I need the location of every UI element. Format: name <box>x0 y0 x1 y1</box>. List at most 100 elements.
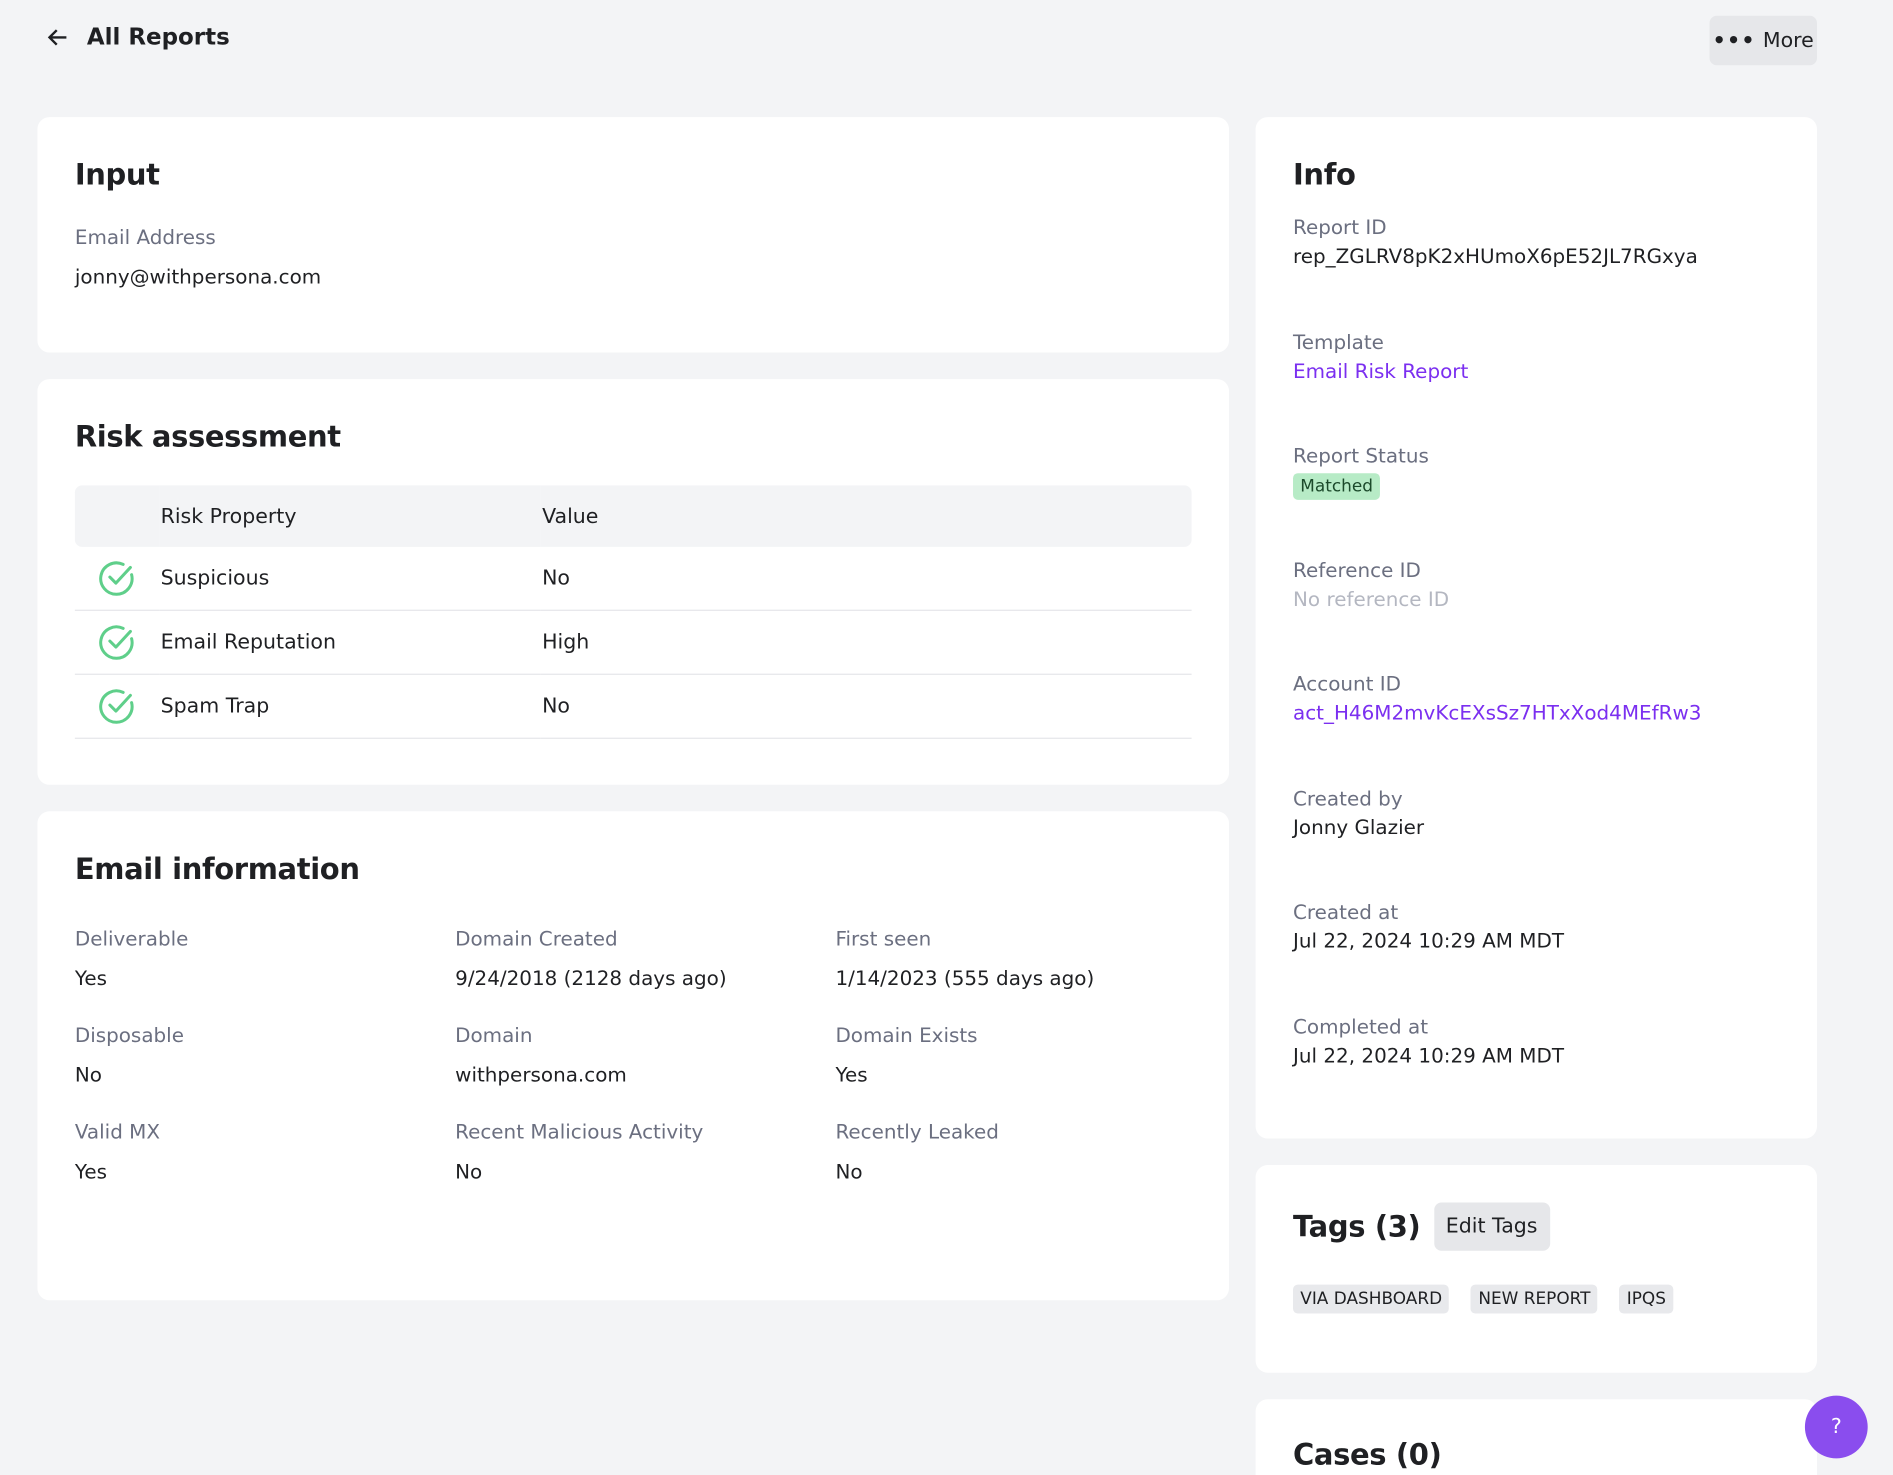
field-value-text: Matched <box>1293 473 1381 500</box>
risk-cell: No <box>540 674 1192 739</box>
table-header: Risk Property Value <box>74 485 1192 547</box>
field-value: 9/24/2018 (2128 days ago) <box>455 967 727 990</box>
check-mark <box>108 565 132 585</box>
field-label: Deliverable <box>74 927 189 951</box>
field-label: Valid MX <box>74 1120 161 1144</box>
field-grid: Deliverable Yes Domain Created 9/24/2018 (2… <box>75 927 1192 1183</box>
status-cell <box>74 546 160 611</box>
more-label: More <box>1762 28 1814 53</box>
field-value: No <box>74 1063 102 1087</box>
field-value: withpersona.com <box>455 1063 627 1087</box>
cases-card: Cases (0) <box>1255 1399 1817 1475</box>
back-link[interactable]: All Reports <box>46 24 230 51</box>
more-button[interactable]: ••• More <box>1709 15 1817 66</box>
field-label: Domain <box>455 1023 533 1047</box>
risk-cell: No <box>540 546 1192 611</box>
field-label: Reference ID <box>1293 558 1421 582</box>
field-value-text: Jul 22, 2024 10:29 AM MDT <box>1293 929 1565 953</box>
check-mark <box>108 693 132 713</box>
back-label: All Reports <box>86 24 230 51</box>
check-icon <box>99 561 134 596</box>
risk-cell: Spam Trap <box>159 674 541 739</box>
field-label: Template <box>1293 330 1384 354</box>
card-title: Tags (3) <box>1293 1209 1421 1244</box>
card-title: Cases (0) <box>1293 1437 1442 1472</box>
field-value: Jonny Glazier <box>1293 816 1780 839</box>
field-value: No reference ID <box>1293 587 1780 610</box>
info-field: Disposable No <box>75 1024 455 1087</box>
info-field: Domain withpersona.com <box>455 1024 835 1087</box>
tags-card: Tags (3) Edit Tags VIA DASHBOARD NEW REPO… <box>1255 1165 1817 1373</box>
field-label: Email Address <box>74 225 216 249</box>
field-value: Matched <box>1293 473 1780 500</box>
more-dots: ••• <box>1712 28 1756 53</box>
field-label: Report Status <box>1293 444 1429 468</box>
field-label: Recently Leaked <box>835 1120 999 1144</box>
edit-tags-button[interactable]: Edit Tags <box>1433 1202 1550 1251</box>
info-field: Domain Created 9/24/2018 (2128 days ago) <box>455 927 835 990</box>
field-value: No <box>455 1160 483 1184</box>
check-circle <box>99 689 134 724</box>
card-title: Input <box>74 158 160 192</box>
field-value-text: act_H46M2mvKcEXsSz7HTxXod4MEfRw3 <box>1293 701 1702 725</box>
field-value: Yes <box>74 1160 108 1184</box>
field-label: Domain Exists <box>835 1023 978 1047</box>
card-title: Risk assessment <box>74 420 341 454</box>
info-field: Report Status Matched <box>1293 444 1780 558</box>
field-value: rep_ZGLRV8pK2xHUmoX6pE52JL7RGxya <box>1293 245 1780 268</box>
field-label: Created at <box>1293 900 1399 924</box>
risk-row: Suspicious No <box>74 546 1192 611</box>
risk-cell: Suspicious <box>159 546 541 611</box>
field-value: No <box>835 1160 863 1184</box>
field-value: Email Risk Report <box>1293 359 1780 382</box>
field-label: Domain Created <box>455 927 618 951</box>
risk-cell: Email Reputation <box>159 610 541 675</box>
field-label: Report ID <box>1293 216 1387 240</box>
info-field: Valid MX Yes <box>75 1120 455 1183</box>
check-mark <box>108 629 132 649</box>
header-cell: Risk Property <box>159 485 541 547</box>
info-field: Account ID act_H46M2mvKcEXsSz7HTxXod4MEfR… <box>1293 672 1780 786</box>
risk-card: Risk assessment Risk Property Value Susp… <box>37 379 1230 785</box>
check-icon <box>99 625 134 660</box>
risk-table: Risk Property Value Suspicious No Email Re… <box>74 485 1192 739</box>
tag-list: VIA DASHBOARD NEW REPORT IPQS <box>1293 1284 1780 1314</box>
info-list: Report ID rep_ZGLRV8pK2xHUmoX6pE52JL7RGxy… <box>1293 216 1780 1129</box>
field-value-text: Jonny Glazier <box>1293 815 1425 839</box>
info-field: Recent Malicious Activity No <box>455 1120 835 1183</box>
info-field: First seen 1/14/2023 (555 days ago) <box>835 927 1197 990</box>
field-label: Completed at <box>1293 1014 1429 1038</box>
field-label: Account ID <box>1293 672 1401 696</box>
field-value: 1/14/2023 (555 days ago) <box>835 967 1095 990</box>
field-label: Created by <box>1293 786 1403 810</box>
field-label: First seen <box>835 927 932 951</box>
field-value: Jul 22, 2024 10:29 AM MDT <box>1293 930 1780 953</box>
field-label: Disposable <box>74 1023 184 1047</box>
email-info-card: Email information Deliverable Yes Domain C… <box>37 811 1230 1301</box>
info-card: Info Report ID rep_ZGLRV8pK2xHUmoX6pE52JL… <box>1255 117 1817 1139</box>
field-label: Recent Malicious Activity <box>455 1120 704 1144</box>
risk-row: Email Reputation High <box>74 610 1192 675</box>
check-icon <box>99 689 134 724</box>
help-button[interactable]: ? <box>1804 1395 1868 1459</box>
risk-cell: High <box>540 610 1192 675</box>
info-field: Created at Jul 22, 2024 10:29 AM MDT <box>1293 901 1780 1015</box>
check-circle <box>99 625 134 660</box>
status-cell <box>74 674 160 739</box>
info-field: Domain Exists Yes <box>835 1024 1197 1087</box>
card-title: Email information <box>74 852 360 887</box>
field-value: Yes <box>835 1063 868 1087</box>
info-field: Completed at Jul 22, 2024 10:29 AM MDT <box>1293 1015 1780 1129</box>
info-field: Report ID rep_ZGLRV8pK2xHUmoX6pE52JL7RGxy… <box>1293 216 1780 330</box>
field-value: Jul 22, 2024 10:29 AM MDT <box>1293 1044 1780 1067</box>
field-value-text: No reference ID <box>1293 587 1450 611</box>
tag: VIA DASHBOARD <box>1293 1284 1450 1314</box>
field-value-text: Jul 22, 2024 10:29 AM MDT <box>1293 1043 1565 1067</box>
header-cell: Value <box>540 485 1192 547</box>
field-value: jonny@withpersona.com <box>74 265 322 289</box>
header-cell <box>74 485 160 547</box>
info-field: Recently Leaked No <box>835 1120 1197 1183</box>
field-value-text: rep_ZGLRV8pK2xHUmoX6pE52JL7RGxya <box>1293 245 1698 269</box>
